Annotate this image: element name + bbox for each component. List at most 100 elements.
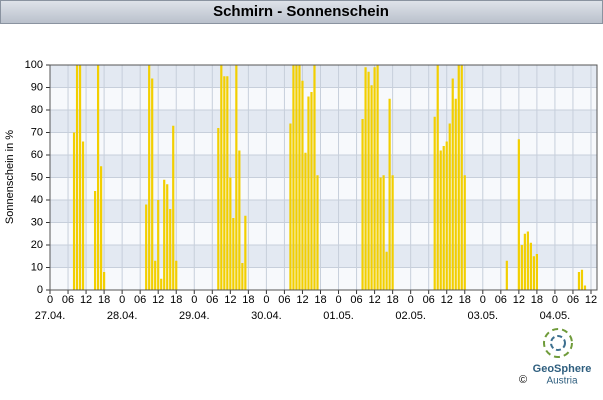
date-label: 02.05. <box>395 310 426 322</box>
x-tick-label: 12 <box>152 294 164 306</box>
bar <box>373 67 376 290</box>
bar <box>457 65 460 290</box>
y-tick-label: 40 <box>31 194 43 206</box>
bar <box>451 78 454 290</box>
y-tick-label: 100 <box>25 59 43 71</box>
x-tick-label: 06 <box>134 294 146 306</box>
bar <box>175 260 178 290</box>
bar <box>526 231 529 290</box>
credit-name: GeoSphere <box>533 363 592 375</box>
x-tick-label: 0 <box>408 294 414 306</box>
bar <box>370 85 373 290</box>
bar <box>517 139 520 290</box>
date-label: 04.05. <box>540 310 571 322</box>
y-axis-label: Sonnenschein in % <box>4 130 16 224</box>
plot-area: 0 10 20 30 40 50 60 70 80 90 100 0 06 12 18 0 06 12 18 0 06 1… <box>25 59 598 322</box>
x-tick-label: 0 <box>552 294 558 306</box>
bar <box>433 116 436 290</box>
x-tick-label: 0 <box>47 294 53 306</box>
x-tick-label: 06 <box>62 294 74 306</box>
y-tick-label: 0 <box>37 284 43 296</box>
bar <box>361 119 364 290</box>
bar <box>367 71 370 290</box>
bar <box>172 125 175 290</box>
bar <box>454 98 457 290</box>
bar <box>439 150 442 290</box>
bar <box>379 177 382 290</box>
x-tick-label: 06 <box>350 294 362 306</box>
bar <box>580 269 584 290</box>
x-tick-label: 0 <box>119 294 125 306</box>
bar <box>307 96 310 290</box>
plot-frame <box>49 64 598 291</box>
x-tick-label: 0 <box>335 294 341 306</box>
y-tick-label: 50 <box>31 171 43 183</box>
grid-band <box>50 155 597 178</box>
bar <box>445 141 448 290</box>
copyright: © <box>519 374 527 386</box>
x-tick-label: 12 <box>224 294 236 306</box>
grid-band <box>50 200 597 223</box>
x-tick-label: 0 <box>191 294 197 306</box>
x-tick-label: 12 <box>441 294 453 306</box>
logo-mark <box>543 328 573 358</box>
date-label: 03.05. <box>467 310 498 322</box>
bar <box>535 254 538 290</box>
x-tick-label: 06 <box>206 294 218 306</box>
bar <box>217 128 220 290</box>
x-tick-label: 12 <box>513 294 525 306</box>
y-tick-label: 30 <box>31 216 43 228</box>
bar <box>520 245 523 290</box>
date-label: 27.04. <box>35 310 66 322</box>
date-label: 30.04. <box>251 310 282 322</box>
x-tick-label: 0 <box>480 294 486 306</box>
bar <box>289 123 292 290</box>
x-tick-label: 06 <box>278 294 290 306</box>
bar <box>460 65 463 290</box>
bar <box>292 65 295 290</box>
bar <box>235 65 238 290</box>
bar <box>223 76 226 290</box>
bar <box>229 177 232 290</box>
date-label: 01.05. <box>323 310 354 322</box>
bar <box>529 242 532 290</box>
bar <box>505 260 508 290</box>
bar <box>295 65 298 290</box>
bar <box>169 209 172 290</box>
x-tick-label: 18 <box>242 294 254 306</box>
bar <box>532 256 535 290</box>
date-label: 28.04. <box>107 310 138 322</box>
y-tick-label: 20 <box>31 239 43 251</box>
x-tick-label: 12 <box>368 294 380 306</box>
bar <box>577 272 581 290</box>
bar <box>166 184 169 290</box>
bar <box>448 123 451 290</box>
bar <box>310 92 313 290</box>
bar <box>238 150 241 290</box>
bar <box>148 65 151 290</box>
bar <box>313 65 316 290</box>
bar <box>304 152 307 290</box>
x-tick-label: 06 <box>423 294 435 306</box>
bar <box>442 146 445 290</box>
x-tick-label: 06 <box>567 294 579 306</box>
bar <box>385 251 388 290</box>
bar <box>241 263 244 290</box>
bar <box>583 285 587 290</box>
bar <box>220 65 223 290</box>
x-tick-label: 06 <box>495 294 507 306</box>
x-tick-label: 18 <box>98 294 110 306</box>
bar <box>81 141 85 290</box>
bar <box>244 215 247 290</box>
bar <box>388 98 391 290</box>
bar <box>154 260 157 290</box>
y-tick-label: 90 <box>31 81 43 93</box>
bar <box>436 65 439 290</box>
bar <box>93 191 97 290</box>
bar <box>160 278 163 290</box>
x-tick-label: 0 <box>263 294 269 306</box>
bar <box>382 175 385 290</box>
logo-mark <box>550 335 566 351</box>
bar <box>298 65 301 290</box>
